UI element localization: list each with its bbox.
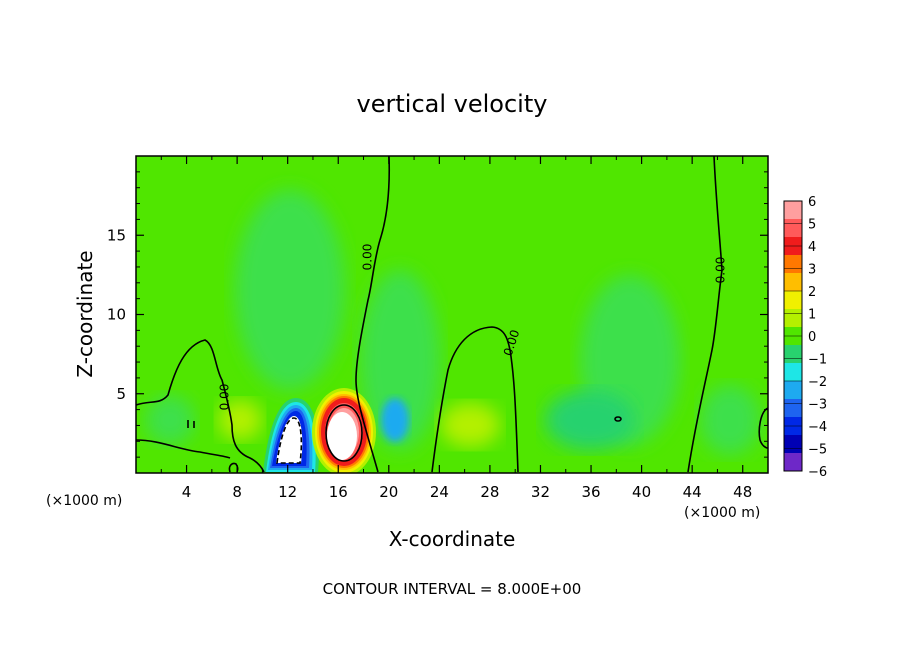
x-tick-label-9: 40 (632, 483, 651, 501)
contour-line-1 (355, 156, 391, 473)
y-tick-label-0: 5 (116, 385, 126, 403)
contour-line-7 (325, 404, 363, 462)
contour-line-2 (687, 156, 723, 473)
colorbar-swatch-10 (784, 381, 802, 400)
x-tick-label-2: 12 (278, 483, 297, 501)
contour-line-8 (276, 417, 303, 464)
colorbar-label-5: 1 (808, 308, 816, 323)
x-tick-label-7: 32 (531, 483, 550, 501)
contour-label-3: 0.00 (218, 384, 232, 411)
colorbar-swatch-4 (784, 273, 802, 292)
downdraft-core (276, 416, 303, 463)
colorbar-swatch-14 (784, 453, 802, 472)
downdraft-cell-2 (381, 398, 409, 442)
weak-updraft-1 (440, 403, 500, 447)
y-tick-label-1: 10 (107, 306, 126, 324)
x-tick-label-1: 8 (232, 483, 242, 501)
colorbar-label-12: −6 (808, 465, 827, 480)
contour-line-11 (187, 420, 195, 428)
contour-label-1: 0.00 (361, 244, 375, 271)
colorbar-swatch-9 (784, 363, 802, 382)
y-tick-label-2: 15 (107, 226, 126, 244)
colorbar-swatch-1 (784, 219, 802, 238)
plot-area: 0.00 0.00 0.00 0.00 (136, 156, 768, 473)
x-tick-label-10: 44 (683, 483, 702, 501)
colorbar-label-4: 2 (808, 285, 816, 300)
colorbar-swatch-11 (784, 399, 802, 418)
weak-downdraft-band-1 (235, 190, 345, 390)
contour-interval-note: CONTOUR INTERVAL = 8.000E+00 (323, 580, 582, 598)
y-axis-label: Z-coordinate (73, 250, 97, 377)
colorbar-swatch-13 (784, 435, 802, 454)
x-axis-label: X-coordinate (389, 527, 516, 551)
contour-line-6 (758, 407, 768, 449)
zero-contours (136, 156, 768, 473)
colorbar-swatch-3 (784, 255, 802, 274)
chart-title: vertical velocity (357, 90, 548, 118)
colorbar-label-1: 5 (808, 218, 816, 233)
colorbar-label-9: −3 (808, 398, 827, 413)
x-tick-label-4: 20 (379, 483, 398, 501)
weak-downdraft-band-5 (545, 390, 635, 450)
x-tick-label-3: 16 (329, 483, 348, 501)
colorbar: 6 5 4 3 2 1 0 −1 −2 −3 −4 −5 −6 (783, 195, 827, 480)
contour-label-2: 0.00 (714, 257, 728, 284)
weak-downdraft-band-6 (700, 385, 760, 455)
x-tick-label-6: 28 (480, 483, 499, 501)
contour-line-5 (431, 326, 519, 473)
colorbar-label-11: −5 (808, 443, 827, 458)
colorbar-label-0: 6 (808, 195, 816, 210)
colorbar-label-8: −2 (808, 375, 827, 390)
updraft-core (327, 412, 357, 460)
field-shading (145, 190, 760, 455)
weak-downdraft-band-2 (360, 270, 440, 450)
colorbar-label-3: 3 (808, 263, 816, 278)
contour-line-10 (614, 416, 622, 422)
x-tick-label-8: 36 (581, 483, 600, 501)
x-unit-left: (×1000 m) (46, 493, 122, 509)
colorbar-swatch-8 (784, 345, 802, 364)
x-unit-right: (×1000 m) (684, 505, 760, 521)
x-tick-label-5: 24 (430, 483, 449, 501)
x-tick-label-0: 4 (182, 483, 192, 501)
colorbar-swatch-0 (784, 201, 802, 220)
colorbar-label-7: −1 (808, 353, 827, 368)
colorbar-label-6: 0 (808, 330, 816, 345)
contour-line-3 (136, 339, 265, 473)
colorbar-swatch-6 (784, 309, 802, 328)
colorbar-label-2: 4 (808, 240, 816, 255)
colorbar-label-10: −4 (808, 420, 827, 435)
contour-line-4 (136, 439, 231, 459)
x-tick-label-11: 48 (733, 483, 752, 501)
colorbar-swatch-5 (784, 291, 802, 310)
weak-downdraft-band-4 (145, 395, 195, 445)
